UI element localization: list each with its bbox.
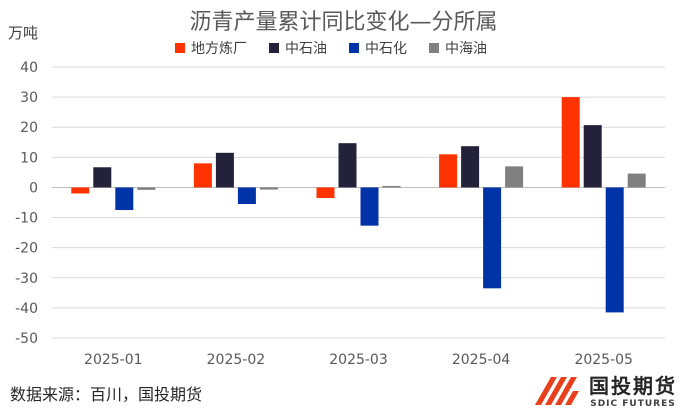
y-tick-label: -50 [15, 331, 38, 347]
bar-3-3 [505, 166, 524, 188]
legend-label-1: 中石油 [285, 41, 327, 57]
y-axis-unit: 万吨 [8, 24, 39, 42]
legend-swatch-1 [269, 43, 279, 53]
legend-label-2: 中石化 [365, 41, 407, 57]
bar-3-0 [439, 154, 458, 188]
logo-text-en: SDIC FUTURES [590, 399, 676, 409]
y-tick-label: 10 [20, 150, 38, 166]
bar-2-3 [382, 185, 401, 188]
legend-label-0: 地方炼厂 [191, 41, 247, 57]
bar-4-2 [605, 187, 624, 313]
y-tick-label: 30 [20, 90, 38, 106]
bar-0-2 [115, 187, 134, 211]
logo-mark-icon [535, 376, 579, 405]
y-tick-label: -30 [15, 271, 38, 287]
x-tick-label: 2025-01 [84, 352, 143, 368]
bar-2-1 [338, 143, 357, 188]
bar-0-1 [93, 167, 112, 188]
legend-item-3: 中海油 [429, 38, 487, 58]
bar-4-3 [627, 173, 646, 188]
bar-1-3 [259, 187, 278, 190]
bar-0-0 [71, 187, 90, 194]
bar-1-2 [237, 187, 256, 205]
x-tick-label: 2025-04 [452, 352, 511, 368]
bar-1-1 [215, 152, 234, 188]
legend: 地方炼厂 中石油 中石化 中海油 [175, 38, 487, 58]
sdic-futures-logo: 国投期货 SDIC FUTURES [531, 370, 677, 409]
x-tick-label: 2025-02 [207, 352, 266, 368]
legend-item-0: 地方炼厂 [175, 38, 247, 58]
bar-2-0 [316, 187, 335, 198]
legend-swatch-3 [429, 43, 439, 53]
y-tick-label: 40 [20, 60, 38, 76]
bar-4-1 [583, 125, 602, 188]
y-tick-label: -10 [15, 211, 38, 227]
bar-1-0 [193, 163, 212, 188]
y-tick-label: 0 [29, 180, 38, 196]
y-tick-label: -20 [15, 241, 38, 257]
bar-2-2 [360, 187, 379, 226]
legend-label-3: 中海油 [445, 41, 487, 57]
bar-0-3 [137, 187, 156, 190]
y-tick-label: 20 [20, 120, 38, 136]
legend-swatch-0 [175, 43, 185, 53]
legend-swatch-2 [349, 43, 359, 53]
y-tick-label: -40 [15, 301, 38, 317]
bar-4-0 [561, 97, 580, 188]
legend-item-1: 中石油 [269, 38, 327, 58]
x-tick-label: 2025-03 [329, 352, 388, 368]
bar-3-2 [483, 187, 502, 289]
legend-item-2: 中石化 [349, 38, 407, 58]
logo-text-cn: 国投期货 [589, 374, 677, 398]
x-tick-label: 2025-05 [574, 352, 633, 368]
chart-title: 沥青产量累计同比变化—分所属 [189, 10, 498, 35]
data-source-note: 数据来源：百川，国投期货 [10, 385, 203, 404]
bar-3-1 [461, 146, 480, 188]
